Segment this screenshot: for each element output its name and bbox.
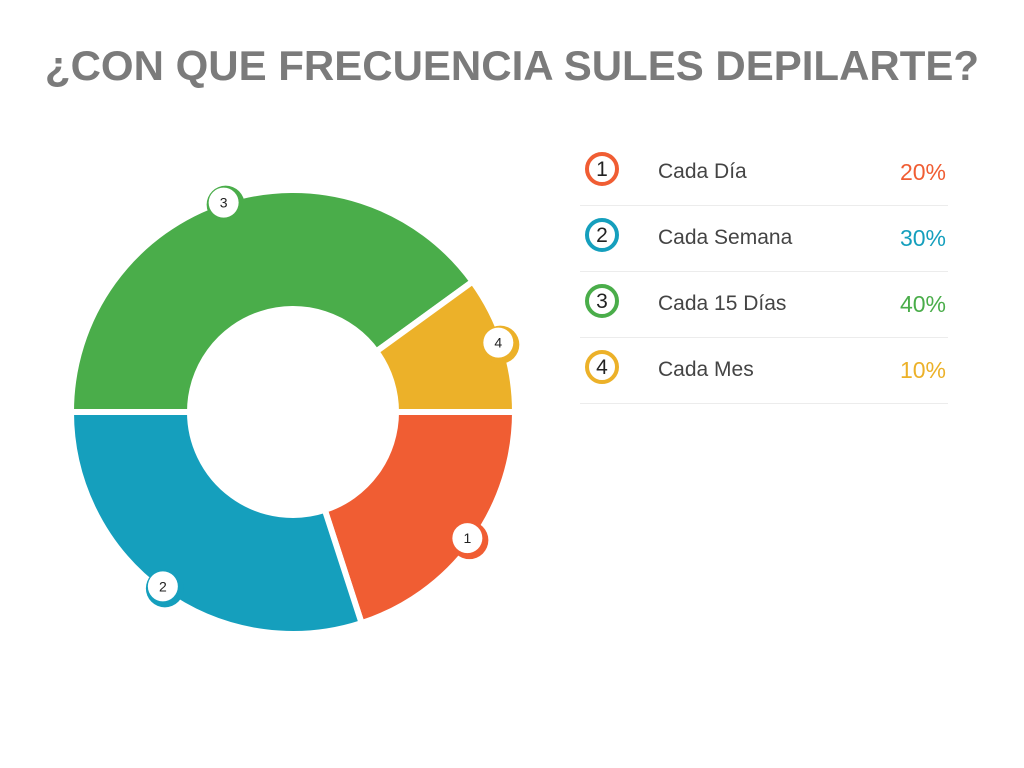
legend-item: 3 Cada 15 Días 40%	[580, 272, 948, 338]
slice-marker-inner	[147, 571, 178, 602]
slice-marker-label: 4	[494, 335, 502, 351]
legend-label: Cada Mes	[658, 358, 754, 381]
legend-label: Cada Semana	[658, 226, 793, 249]
legend: 1 Cada Día 20% 2 Cada Semana 30% 3 Cada …	[580, 140, 948, 404]
legend-marker: 2	[585, 218, 619, 252]
legend-label: Cada 15 Días	[658, 292, 787, 315]
slice-marker-label: 1	[463, 530, 471, 546]
legend-marker: 1	[585, 152, 619, 186]
donut-slice	[67, 187, 477, 415]
slice-marker: 2	[145, 569, 184, 608]
slice-marker-label: 3	[220, 195, 228, 211]
slice-marker-label: 2	[159, 578, 167, 594]
legend-value: 10%	[899, 357, 946, 383]
legend-marker: 4	[585, 350, 619, 384]
chart-title-text: ¿CON QUE FRECUENCIA SULES DEPILARTE?	[44, 42, 980, 89]
slice-marker-inner	[208, 187, 239, 218]
donut-slice	[67, 409, 366, 637]
slice-marker-inner	[452, 523, 483, 554]
legend-marker: 3	[585, 284, 619, 318]
donut-slice	[372, 277, 519, 415]
slice-marker: 1	[450, 521, 489, 560]
legend-value: 30%	[899, 225, 946, 251]
legend-item: 4 Cada Mes 10%	[580, 338, 948, 404]
legend-item: 1 Cada Día 20%	[580, 140, 948, 206]
chart-title: ¿CON QUE FRECUENCIA SULES DEPILARTE?	[0, 42, 1024, 90]
legend-label: Cada Día	[658, 160, 747, 183]
legend-value: 20%	[899, 159, 946, 185]
legend-item: 2 Cada Semana 30%	[580, 206, 948, 272]
slice-marker: 4	[481, 325, 520, 364]
slice-marker-inner	[483, 327, 514, 358]
legend-value: 40%	[899, 291, 946, 317]
donut-slice	[321, 409, 519, 627]
slice-marker: 3	[206, 185, 245, 224]
